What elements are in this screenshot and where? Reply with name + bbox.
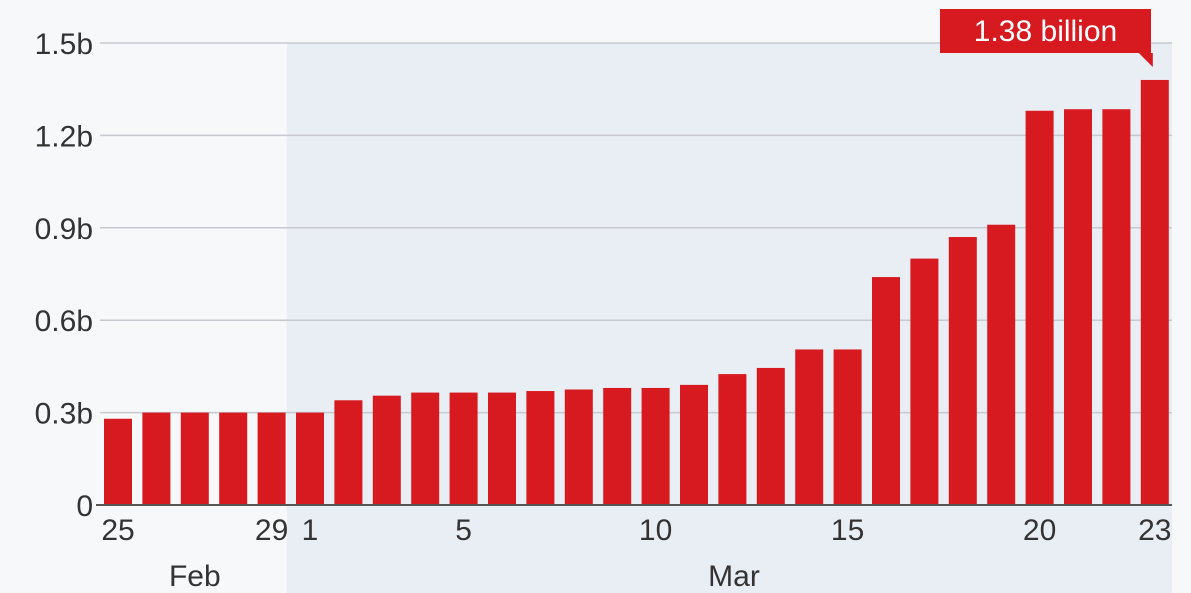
bar [987,224,1016,505]
bar [680,384,708,505]
y-tick-label: 1.5b [35,28,93,61]
x-tick-label: 29 [255,514,288,547]
bar [833,349,862,505]
month-label: Feb [169,560,221,593]
bar [564,389,593,505]
y-tick-label: 0.3b [35,398,93,431]
bar [948,237,977,506]
bar [257,412,286,505]
x-tick-label: 5 [455,514,472,547]
bar [411,392,440,505]
bar [1064,109,1092,505]
y-tick-label: 0.9b [35,213,93,246]
y-tick-label: 1.2b [35,120,93,153]
x-tick-label: 20 [1023,514,1056,547]
x-tick-label: 1 [302,514,319,547]
x-tick-label: 10 [639,514,672,547]
bar [142,412,171,505]
y-tick-label: 0 [76,490,93,523]
y-tick-label: 0.6b [35,305,93,338]
bar [334,400,363,505]
value-callout-label: 1.38 billion [974,15,1117,48]
value-callout-box [940,9,1151,53]
bar [1025,110,1054,505]
bar [910,258,939,505]
bar [603,387,632,505]
bar [449,392,478,505]
month-label: Mar [708,560,760,593]
bar [718,374,747,505]
bar [104,418,132,505]
value-callout-pointer [1138,53,1153,67]
x-tick-label: 25 [101,514,134,547]
bar [372,395,401,505]
bar [296,412,324,505]
bar [219,412,248,505]
bar [1140,79,1169,506]
bar [641,387,670,505]
bar [180,412,209,505]
bar [526,391,555,505]
bar [756,367,785,505]
x-tick-label: 23 [1138,514,1171,547]
bar [872,277,900,505]
x-tick-label: 15 [831,514,864,547]
bar [1102,109,1131,505]
bar [488,392,516,505]
bar [795,349,824,505]
